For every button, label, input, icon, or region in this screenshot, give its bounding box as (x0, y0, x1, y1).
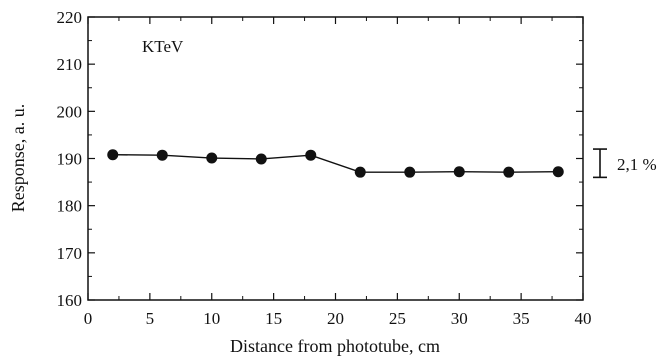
y-tick-label: 180 (57, 197, 83, 216)
x-tick-label: 40 (575, 309, 592, 328)
data-point (255, 153, 267, 165)
x-tick-label: 25 (389, 309, 406, 328)
data-point (552, 166, 564, 178)
y-tick-label: 220 (57, 8, 83, 27)
data-point (354, 166, 366, 178)
x-axis-ticks: 0 5 10 15 20 25 30 35 40 (84, 17, 592, 328)
y-axis-title: Response, a. u. (8, 104, 28, 212)
y-tick-label: 200 (57, 102, 83, 121)
x-tick-label: 30 (451, 309, 468, 328)
x-tick-label: 5 (146, 309, 155, 328)
series-layer (107, 149, 564, 178)
x-tick-label: 10 (203, 309, 220, 328)
data-point (206, 152, 218, 164)
y-tick-label: 170 (57, 244, 83, 263)
x-tick-label: 35 (513, 309, 530, 328)
x-axis-title: Distance from phototube, cm (230, 336, 440, 356)
data-point (404, 166, 416, 178)
data-point (453, 166, 465, 178)
range-bracket (593, 148, 607, 179)
x-tick-label: 20 (327, 309, 344, 328)
series-line (112, 154, 559, 173)
data-point (107, 149, 119, 161)
data-point (156, 149, 168, 161)
data-point (503, 166, 515, 178)
x-tick-label: 0 (84, 309, 93, 328)
y-tick-label: 210 (57, 55, 83, 74)
range-bracket-label: 2,1 % (617, 155, 657, 174)
y-tick-label: 190 (57, 150, 83, 169)
data-point (305, 149, 317, 161)
y-tick-label: 160 (57, 291, 83, 310)
x-tick-label: 15 (265, 309, 282, 328)
plot-label-ktev: KTeV (142, 37, 184, 56)
y-axis-ticks: 160 170 180 190 200 210 220 (57, 8, 583, 310)
